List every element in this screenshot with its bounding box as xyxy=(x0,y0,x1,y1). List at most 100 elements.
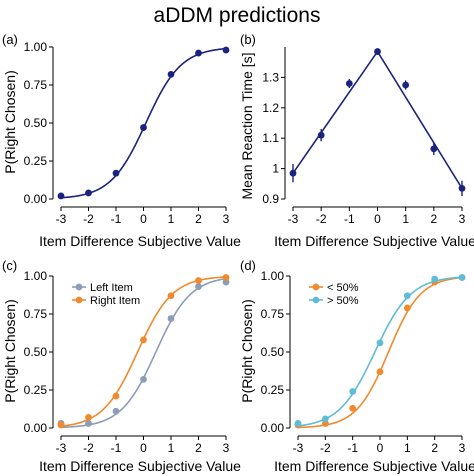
series-curve xyxy=(60,277,227,429)
data-point xyxy=(57,421,65,429)
x-tick-label: 0 xyxy=(374,212,381,226)
panel-a-label: (a) xyxy=(2,32,18,47)
panel-c-xlabel: Item Difference Subjective Value xyxy=(39,458,241,474)
data-point xyxy=(431,275,439,283)
series-line xyxy=(292,50,463,189)
data-point xyxy=(85,413,92,421)
panel-c: (c) P(Right Chosen) Item Difference Subj… xyxy=(2,258,241,474)
y-tick-label: 1.00 xyxy=(24,40,48,54)
y-tick-label: 1.3 xyxy=(262,70,279,84)
data-point xyxy=(140,124,147,131)
data-point xyxy=(195,277,202,284)
panel-b-plot: -3 -2 -1 0 1 2 3 0.9 1 1.1 1.2 1.3 xyxy=(262,47,466,226)
panel-a-ylabel: P(Right Chosen) xyxy=(2,70,18,174)
y-tick-label: 0.00 xyxy=(24,421,48,435)
series-curve xyxy=(60,47,227,199)
data-point xyxy=(317,131,325,139)
legend-label: < 50% xyxy=(327,282,359,294)
x-tick-label: 1 xyxy=(402,212,409,226)
panel-b-xlabel: Item Difference Subjective Value xyxy=(274,233,474,249)
y-tick-label: 0.9 xyxy=(262,192,279,206)
x-tick-label: -2 xyxy=(83,212,94,226)
x-tick-label: -3 xyxy=(293,441,304,455)
x-tick-label: 2 xyxy=(431,441,438,455)
data-point xyxy=(403,304,411,312)
panel-c-ylabel: P(Right Chosen) xyxy=(2,299,18,403)
y-tick-label: 1.1 xyxy=(262,131,279,145)
y-tick-label: 0.50 xyxy=(261,345,285,359)
data-point xyxy=(374,48,381,55)
y-tick-label: 0.00 xyxy=(261,421,285,435)
x-tick-label: -2 xyxy=(316,212,327,226)
data-point xyxy=(167,70,175,78)
legend-label: > 50% xyxy=(327,295,359,307)
data-point xyxy=(321,415,329,423)
y-tick-label: 1.00 xyxy=(24,269,48,283)
data-point xyxy=(140,375,147,383)
y-tick-label: 0.25 xyxy=(24,154,48,168)
panel-d: (d) P(Right Chosen) Item Difference Subj… xyxy=(239,258,474,474)
data-point xyxy=(349,404,357,412)
data-point xyxy=(57,192,65,200)
data-point xyxy=(222,46,230,54)
x-tick-label: -1 xyxy=(111,212,122,226)
legend-label: Right Item xyxy=(90,295,140,307)
legend-marker xyxy=(75,283,83,291)
y-tick-label: 0.50 xyxy=(24,116,48,130)
data-point xyxy=(458,274,466,281)
x-tick-label: 2 xyxy=(430,212,437,226)
data-point xyxy=(376,368,384,376)
x-tick-label: 0 xyxy=(140,441,147,455)
panel-b-label: (b) xyxy=(240,32,256,47)
x-tick-label: -1 xyxy=(111,441,122,455)
panel-d-xlabel: Item Difference Subjective Value xyxy=(274,458,474,474)
x-tick-label: 1 xyxy=(404,441,411,455)
data-point xyxy=(167,315,175,322)
panel-a-xlabel: Item Difference Subjective Value xyxy=(39,233,241,249)
y-tick-label: 1.2 xyxy=(262,101,279,115)
x-tick-label: -2 xyxy=(320,441,331,455)
x-tick-label: -1 xyxy=(344,212,355,226)
legend-label: Left Item xyxy=(90,282,133,294)
y-tick-label: 0.00 xyxy=(24,192,48,206)
data-point xyxy=(458,184,466,192)
y-tick-label: 0.50 xyxy=(24,345,48,359)
panel-d-ylabel: P(Right Chosen) xyxy=(239,299,255,403)
data-point xyxy=(222,274,230,281)
y-tick-label: 1.00 xyxy=(261,269,285,283)
panel-d-label: (d) xyxy=(240,258,256,273)
y-tick-label: 0.75 xyxy=(261,307,285,321)
panel-c-label: (c) xyxy=(2,258,17,273)
data-point xyxy=(289,169,297,177)
data-point xyxy=(349,388,357,395)
x-tick-label: 1 xyxy=(168,212,175,226)
panel-d-plot: -3 -2 -1 0 1 2 3 0.00 0.25 0.50 0.75 1.00 < 50%> 50% xyxy=(261,269,466,455)
x-tick-label: 3 xyxy=(223,441,230,455)
x-tick-label: -1 xyxy=(347,441,358,455)
x-tick-label: -2 xyxy=(83,441,94,455)
y-tick-label: 0.25 xyxy=(24,383,48,397)
y-tick-label: 0.75 xyxy=(24,78,48,92)
data-point xyxy=(85,189,92,197)
y-tick-label: 1 xyxy=(272,162,279,176)
data-point xyxy=(403,292,411,300)
legend-marker xyxy=(312,296,320,304)
x-tick-label: -3 xyxy=(56,441,67,455)
data-point xyxy=(112,407,120,415)
data-point xyxy=(195,283,202,291)
x-tick-label: -3 xyxy=(56,212,67,226)
x-tick-label: 1 xyxy=(168,441,175,455)
panel-a: (a) P(Right Chosen) Item Difference Subj… xyxy=(2,32,241,249)
legend-marker xyxy=(312,283,320,291)
y-tick-label: 0.25 xyxy=(261,383,285,397)
y-tick-label: 0.75 xyxy=(24,307,48,321)
data-point xyxy=(345,80,353,87)
x-tick-label: 2 xyxy=(195,441,202,455)
panel-a-plot: -3 -2 -1 0 1 2 3 0.00 0.25 0.50 0.75 1.00 xyxy=(24,40,230,226)
x-tick-label: 3 xyxy=(459,441,466,455)
data-point xyxy=(85,420,92,427)
x-tick-label: 3 xyxy=(459,212,466,226)
legend-marker xyxy=(75,296,83,304)
data-point xyxy=(140,336,147,344)
